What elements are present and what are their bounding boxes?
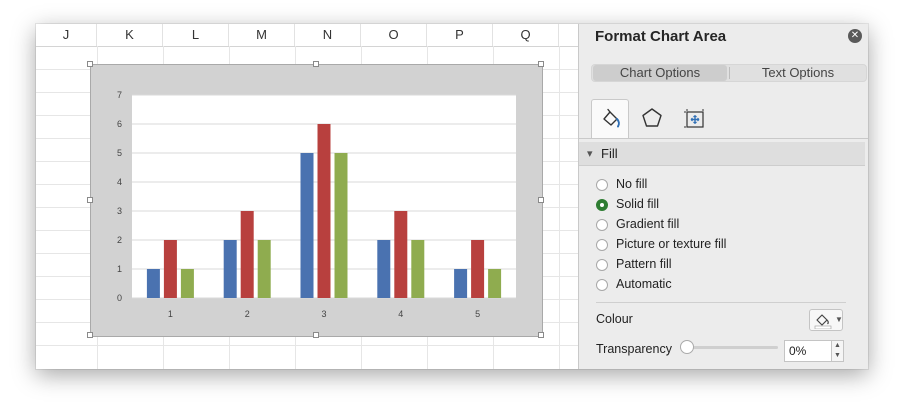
radio-button[interactable] (596, 279, 608, 291)
y-tick-label: 4 (117, 177, 122, 187)
resize-handle-bottom-left[interactable] (87, 332, 93, 338)
transparency-slider-track[interactable] (686, 346, 778, 349)
radio-label: Automatic (616, 277, 672, 291)
radio-label: Gradient fill (616, 217, 680, 231)
y-tick-label: 3 (117, 206, 122, 216)
fill-line-icon (603, 108, 620, 128)
bar (488, 269, 502, 298)
tab-underline (579, 138, 868, 139)
column-chart[interactable]: 0 1 2 3 4 5 6 7 1 2 3 4 5 (91, 65, 542, 336)
fill-line-tab[interactable] (591, 99, 629, 139)
fill-section-label: Fill (601, 146, 618, 161)
format-chart-area-pane: Format Chart Area ✕ Chart Options Text O… (579, 24, 868, 369)
bar (334, 153, 348, 298)
column-header-q[interactable]: Q (493, 24, 559, 46)
y-tick-label: 7 (117, 90, 122, 100)
radio-button[interactable] (596, 239, 608, 251)
fill-section-header[interactable]: ▾ Fill (579, 142, 865, 166)
column-header-m[interactable]: M (229, 24, 295, 46)
size-properties-icon (684, 109, 704, 128)
grid-line (36, 345, 578, 346)
bar (411, 240, 425, 298)
chevron-down-icon: ▾ (587, 148, 593, 160)
chart-area[interactable]: 0 1 2 3 4 5 6 7 1 2 3 4 5 (90, 64, 543, 337)
transparency-slider-thumb[interactable] (680, 340, 694, 354)
resize-handle-right[interactable] (538, 197, 544, 203)
paint-bucket-icon (814, 314, 832, 329)
app-window: J K L M N O P Q 0 1 2 3 4 5 6 7 1 2 3 4 5 (36, 24, 868, 369)
column-header-p[interactable]: P (427, 24, 493, 46)
bar (377, 240, 391, 298)
radio-label: Pattern fill (616, 257, 672, 271)
x-tick-label: 1 (168, 309, 173, 319)
bar (146, 269, 160, 298)
bar (471, 240, 485, 298)
transparency-stepper[interactable]: ▲ ▼ (832, 340, 844, 362)
pane-divider (578, 24, 579, 369)
effects-tab[interactable] (633, 99, 671, 137)
column-header-n[interactable]: N (295, 24, 361, 46)
bar (394, 211, 408, 298)
section-divider (596, 302, 846, 303)
bar (454, 269, 468, 298)
radio-button[interactable] (596, 219, 608, 231)
close-icon[interactable]: ✕ (848, 29, 862, 43)
bar (180, 269, 194, 298)
tab-text-options[interactable]: Text Options (761, 65, 835, 80)
bar (257, 240, 271, 298)
radio-button[interactable] (596, 259, 608, 271)
column-header-k[interactable]: K (97, 24, 163, 46)
bar (317, 124, 331, 298)
resize-handle-left[interactable] (87, 197, 93, 203)
column-header-o[interactable]: O (361, 24, 427, 46)
y-tick-label: 5 (117, 148, 122, 158)
y-tick-label: 0 (117, 293, 122, 303)
bar (240, 211, 254, 298)
size-properties-tab[interactable] (675, 99, 713, 137)
column-header-l[interactable]: L (163, 24, 229, 46)
bar (223, 240, 237, 298)
bar (163, 240, 177, 298)
x-tick-label: 4 (398, 309, 403, 319)
transparency-input[interactable]: 0% (784, 340, 832, 362)
radio-label: Picture or texture fill (616, 237, 727, 251)
colour-label: Colour (596, 312, 633, 326)
resize-handle-top[interactable] (313, 61, 319, 67)
resize-handle-top-right[interactable] (538, 61, 544, 67)
x-tick-label: 3 (321, 309, 326, 319)
transparency-label: Transparency (596, 342, 672, 356)
x-tick-label: 5 (475, 309, 480, 319)
spreadsheet-grid[interactable]: J K L M N O P Q 0 1 2 3 4 5 6 7 1 2 3 4 5 (36, 24, 578, 369)
tab-chart-options[interactable]: Chart Options (593, 65, 727, 81)
column-header-j[interactable]: J (36, 24, 97, 46)
column-headers: J K L M N O P Q (36, 24, 578, 47)
radio-label: No fill (616, 177, 648, 191)
radio-button[interactable] (596, 179, 608, 191)
effects-pentagon-icon (642, 108, 662, 127)
colour-picker-button[interactable]: ▼ (809, 309, 843, 331)
y-tick-label: 2 (117, 235, 122, 245)
radio-button[interactable] (596, 199, 608, 211)
options-segmented-control: Chart Options Text Options (591, 64, 867, 82)
pane-title: Format Chart Area (595, 28, 727, 45)
y-tick-label: 1 (117, 264, 122, 274)
bar (300, 153, 314, 298)
resize-handle-bottom[interactable] (313, 332, 319, 338)
chevron-down-icon: ▼ (835, 315, 843, 324)
resize-handle-top-left[interactable] (87, 61, 93, 67)
radio-label: Solid fill (616, 197, 660, 211)
segment-separator (729, 67, 730, 79)
resize-handle-bottom-right[interactable] (538, 332, 544, 338)
y-tick-label: 6 (117, 119, 122, 129)
x-tick-label: 2 (245, 309, 250, 319)
